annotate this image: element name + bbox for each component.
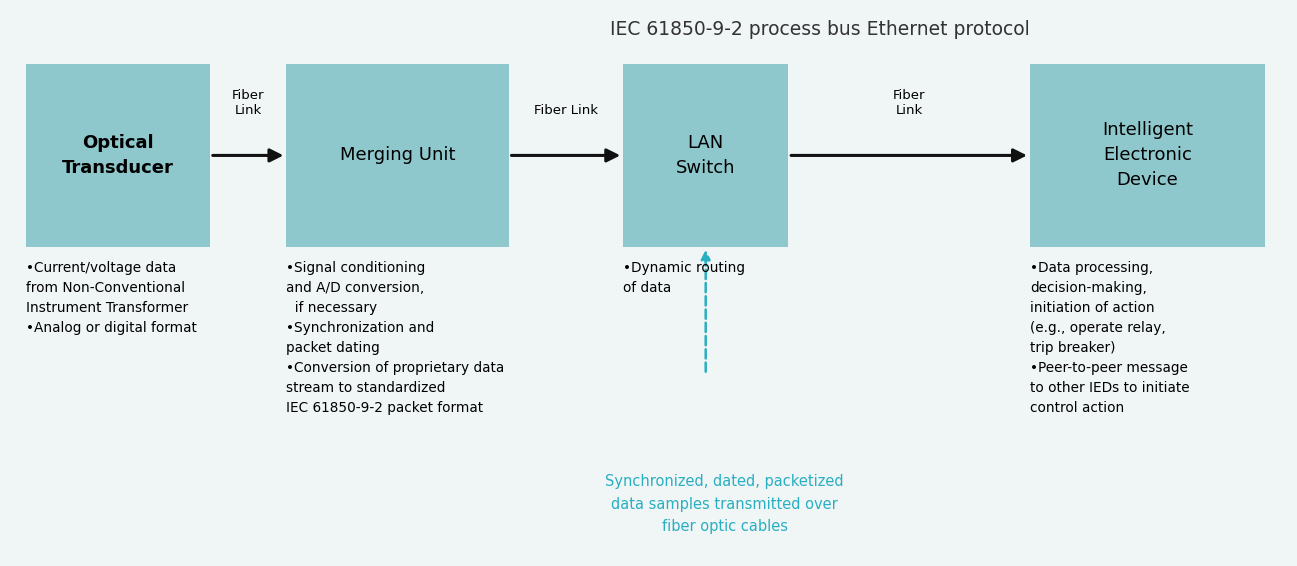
Text: IEC 61850-9-2 process bus Ethernet protocol: IEC 61850-9-2 process bus Ethernet proto… — [610, 19, 1030, 38]
FancyBboxPatch shape — [623, 64, 789, 247]
FancyBboxPatch shape — [1030, 64, 1265, 247]
Text: Fiber Link: Fiber Link — [534, 104, 598, 117]
FancyBboxPatch shape — [287, 64, 508, 247]
Text: Synchronized, dated, packetized
data samples transmitted over
fiber optic cables: Synchronized, dated, packetized data sam… — [606, 474, 844, 534]
Text: Optical
Transducer: Optical Transducer — [62, 134, 174, 177]
Text: •Signal conditioning
and A/D conversion,
  if necessary
•Synchronization and
pac: •Signal conditioning and A/D conversion,… — [287, 261, 505, 415]
Text: Fiber
Link: Fiber Link — [892, 89, 925, 117]
Text: Merging Unit: Merging Unit — [340, 147, 455, 165]
FancyBboxPatch shape — [26, 64, 210, 247]
Text: •Dynamic routing
of data: •Dynamic routing of data — [623, 261, 744, 295]
Text: •Data processing,
decision-making,
initiation of action
(e.g., operate relay,
tr: •Data processing, decision-making, initi… — [1030, 261, 1189, 415]
Text: LAN
Switch: LAN Switch — [676, 134, 735, 177]
Text: •Current/voltage data
from Non-Conventional
Instrument Transformer
•Analog or di: •Current/voltage data from Non-Conventio… — [26, 261, 197, 335]
Text: Fiber
Link: Fiber Link — [232, 89, 265, 117]
Text: Intelligent
Electronic
Device: Intelligent Electronic Device — [1102, 122, 1193, 190]
